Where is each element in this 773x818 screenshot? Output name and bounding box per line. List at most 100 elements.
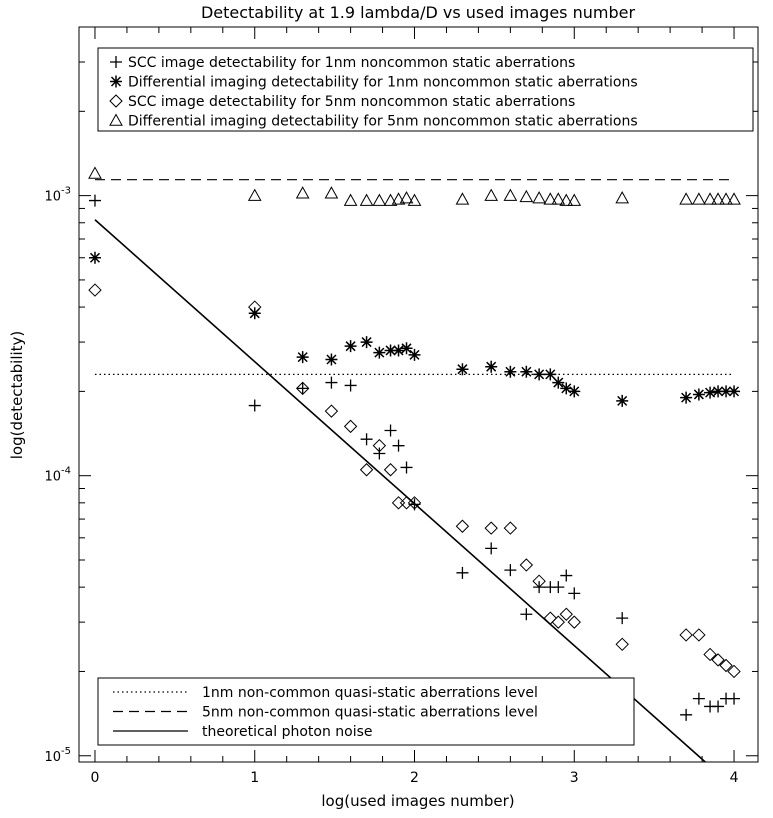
triangle-marker bbox=[109, 113, 123, 126]
asterisk-marker bbox=[552, 376, 565, 389]
legend-bottom-label: theoretical photon noise bbox=[202, 724, 373, 740]
asterisk-marker bbox=[704, 386, 717, 399]
plus-marker bbox=[485, 542, 498, 555]
triangle-marker bbox=[88, 166, 102, 179]
triangle-marker bbox=[372, 193, 387, 206]
diamond-marker bbox=[295, 381, 310, 396]
triangle-marker bbox=[359, 193, 374, 206]
triangle-marker bbox=[719, 192, 733, 205]
triangle-marker bbox=[383, 193, 398, 206]
x-tick-label: 0 bbox=[91, 770, 100, 786]
x-tick-label: 4 bbox=[730, 770, 739, 786]
legend-top-label: Differential imaging detectability for 1… bbox=[128, 75, 638, 91]
diamond-marker bbox=[372, 438, 387, 453]
asterisk-marker bbox=[712, 385, 725, 398]
diamond-marker bbox=[407, 496, 422, 510]
plus-marker bbox=[296, 382, 309, 395]
triangle-marker bbox=[692, 192, 706, 205]
asterisk-marker bbox=[485, 360, 498, 373]
triangle-marker bbox=[247, 188, 262, 201]
diamond-marker bbox=[532, 574, 546, 588]
y-tick-label: 10-5 bbox=[44, 746, 71, 765]
asterisk-marker bbox=[392, 344, 405, 357]
triangle-marker bbox=[711, 192, 725, 205]
legend-bottom-label: 5nm non-common quasi-static aberrations … bbox=[202, 705, 538, 721]
plus-marker bbox=[712, 700, 725, 713]
triangle-marker bbox=[703, 192, 717, 205]
reference-line-solid bbox=[94, 219, 706, 763]
asterisk-marker bbox=[400, 342, 413, 355]
triangle-marker bbox=[679, 192, 693, 205]
triangle-marker bbox=[391, 192, 406, 205]
asterisk-marker bbox=[408, 348, 421, 361]
plus-marker bbox=[344, 379, 357, 392]
diamond-marker bbox=[391, 496, 406, 510]
y-axis-label: log(detectability) bbox=[8, 331, 26, 460]
reference-lines bbox=[94, 179, 735, 763]
asterisk-marker bbox=[296, 351, 309, 364]
diamond-marker bbox=[551, 615, 566, 629]
legend-bottom-box bbox=[97, 677, 635, 746]
axes: 0 1 2 3 4 10-5 10-4 10-3 bbox=[44, 26, 758, 786]
asterisk-marker bbox=[616, 394, 629, 407]
plus-marker bbox=[568, 587, 581, 600]
legend-top: SCC image detectability for 1nm noncommo… bbox=[97, 47, 754, 132]
plus-marker bbox=[692, 692, 705, 705]
plus-marker bbox=[520, 608, 533, 621]
triangle-marker bbox=[407, 193, 422, 206]
x-tick-label: 1 bbox=[250, 770, 259, 786]
asterisk-marker bbox=[533, 368, 546, 381]
asterisk-marker bbox=[325, 353, 338, 366]
triangle-marker bbox=[615, 191, 630, 204]
diamond-marker bbox=[248, 300, 262, 314]
triangle-marker bbox=[543, 192, 558, 205]
diamond-marker bbox=[519, 558, 534, 572]
triangle-marker bbox=[343, 193, 358, 206]
chart-title: Detectability at 1.9 lambda/D vs used im… bbox=[201, 3, 636, 22]
asterisk-marker bbox=[520, 365, 533, 378]
asterisk-marker bbox=[568, 385, 581, 398]
plus-marker bbox=[616, 612, 629, 625]
x-tick-label: 2 bbox=[410, 770, 419, 786]
triangle-marker bbox=[455, 192, 470, 205]
diamond-marker bbox=[719, 658, 733, 673]
plus-marker bbox=[384, 424, 397, 437]
diamond-marker bbox=[727, 664, 741, 679]
plot-frame bbox=[78, 26, 759, 763]
asterisk-marker bbox=[680, 391, 693, 404]
triangle-marker bbox=[324, 186, 339, 199]
diamond-marker bbox=[88, 283, 102, 297]
diamond-marker bbox=[703, 647, 717, 662]
triangle-marker bbox=[551, 192, 566, 205]
x-tick-label: 3 bbox=[570, 770, 579, 786]
legend-top-box bbox=[97, 47, 754, 132]
plus-marker bbox=[88, 194, 101, 207]
plus-marker bbox=[325, 376, 338, 389]
diamond-marker bbox=[567, 615, 581, 629]
diamond-marker bbox=[559, 607, 573, 621]
y-tick-label: 10-4 bbox=[44, 466, 71, 485]
legend-top-label: SCC image detectability for 5nm noncommo… bbox=[128, 94, 575, 110]
triangle-marker bbox=[727, 192, 741, 205]
diamond-marker bbox=[359, 463, 374, 477]
data-points bbox=[88, 166, 741, 721]
plus-marker bbox=[456, 566, 469, 579]
diamond-marker bbox=[109, 94, 123, 108]
asterisk-marker bbox=[692, 388, 705, 401]
plus-marker bbox=[560, 569, 573, 582]
diamond-marker bbox=[455, 519, 470, 533]
asterisk-marker bbox=[720, 385, 733, 398]
diamond-marker bbox=[383, 463, 398, 477]
triangle-marker bbox=[532, 191, 546, 204]
diamond-marker bbox=[543, 611, 558, 625]
asterisk-marker bbox=[560, 382, 573, 395]
plus-marker bbox=[400, 461, 413, 474]
asterisk-marker bbox=[373, 346, 386, 359]
asterisk-marker bbox=[88, 251, 101, 264]
triangle-marker bbox=[484, 188, 499, 201]
diamond-marker bbox=[615, 637, 629, 652]
legend-top-label: SCC image detectability for 1nm noncommo… bbox=[128, 55, 575, 71]
diamond-marker bbox=[692, 628, 706, 642]
diamond-marker bbox=[503, 521, 518, 535]
